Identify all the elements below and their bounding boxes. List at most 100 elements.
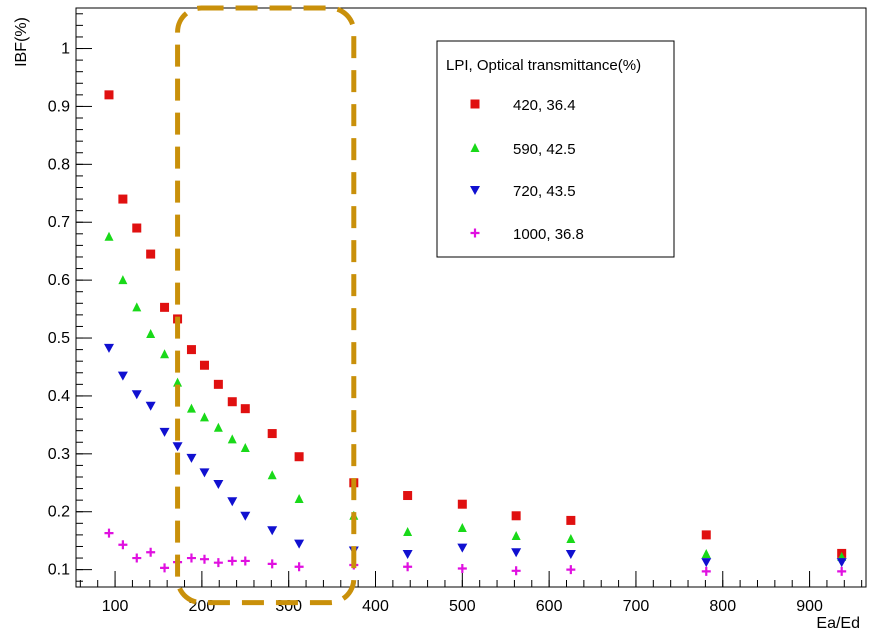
y-tick-label: 0.7 [48, 214, 70, 231]
data-point [267, 559, 277, 569]
x-tick-label: 700 [623, 598, 650, 615]
legend-title: LPI, Optical transmittance(%) [446, 57, 641, 74]
data-point [240, 556, 250, 566]
legend-label: 420, 36.4 [513, 97, 576, 114]
data-point [199, 468, 210, 478]
data-point [117, 371, 128, 381]
data-point [132, 553, 142, 563]
data-point [199, 412, 209, 422]
x-tick-label: 500 [449, 598, 476, 615]
data-point [199, 360, 209, 370]
data-point [213, 379, 223, 389]
legend-marker [470, 143, 480, 152]
data-point [172, 442, 183, 452]
data-point [294, 539, 305, 549]
y-tick-label: 0.6 [48, 272, 70, 289]
data-point [186, 453, 197, 463]
data-point [146, 249, 156, 259]
legend-label: 720, 43.5 [513, 183, 576, 200]
data-point [240, 511, 251, 521]
data-point [566, 565, 576, 575]
data-point [186, 553, 196, 563]
x-tick-label: 800 [709, 598, 736, 615]
data-point [511, 566, 521, 576]
y-tick-label: 0.5 [48, 330, 70, 347]
legend-label: 1000, 36.8 [513, 226, 584, 243]
x-axis: 100 200 300 400 500 600 700 800 900 [79, 571, 863, 615]
data-point [132, 223, 142, 233]
data-point [566, 515, 576, 525]
data-point [146, 547, 156, 557]
y-tick-label: 0.1 [48, 562, 70, 579]
y-tick-label: 0.4 [48, 388, 70, 405]
y-tick-label: 0.2 [48, 504, 70, 521]
legend: LPI, Optical transmittance(%) 420, 36.4 5… [436, 40, 675, 258]
data-point [186, 345, 196, 355]
data-point [213, 479, 224, 489]
series-2 [104, 231, 847, 561]
data-point [566, 533, 576, 543]
y-axis-label: IBF(%) [13, 17, 30, 67]
legend-marker [470, 186, 480, 195]
data-point [145, 401, 156, 411]
data-point [160, 563, 170, 573]
series-3 [103, 343, 847, 568]
data-point [403, 562, 413, 572]
data-point [227, 556, 237, 566]
x-tick-label: 600 [536, 598, 563, 615]
data-point [701, 566, 711, 576]
data-point [227, 434, 237, 444]
data-point [294, 493, 304, 503]
data-point [131, 390, 142, 400]
data-point [199, 554, 209, 564]
data-point [103, 343, 114, 353]
data-point [267, 470, 277, 480]
data-point [159, 427, 170, 437]
data-point [511, 511, 521, 521]
data-point [511, 548, 522, 558]
legend-items: 420, 36.4 590, 42.5 720, 43.5 1000, 36.8 [470, 97, 584, 243]
data-point [160, 302, 170, 312]
legend-marker [470, 99, 480, 109]
data-point [403, 491, 413, 501]
legend-marker [470, 228, 480, 238]
data-point [186, 403, 196, 413]
y-tick-label: 1 [61, 41, 70, 58]
data-point [402, 549, 413, 559]
data-point [160, 349, 170, 359]
data-point [213, 422, 223, 432]
data-point [701, 530, 711, 540]
data-point [457, 543, 468, 553]
y-tick-label: 0.3 [48, 446, 70, 463]
data-point [701, 558, 712, 568]
data-point [294, 452, 304, 462]
x-tick-label: 900 [796, 598, 823, 615]
data-point [104, 231, 114, 241]
data-point [227, 497, 238, 507]
y-axis: 0.1 0.2 0.3 0.4 0.5 0.6 0.7 0.8 0.9 1 [48, 13, 92, 582]
y-tick-label: 0.9 [48, 98, 70, 115]
data-point [118, 540, 128, 550]
data-point [457, 563, 467, 573]
data-point [511, 531, 521, 541]
highlight-layer [175, 5, 357, 606]
data-point [104, 528, 114, 538]
data-point [146, 328, 156, 338]
data-point [457, 499, 467, 509]
data-point [240, 443, 250, 453]
highlight-dashed-box [175, 5, 357, 606]
data-point [837, 566, 847, 576]
plot-frame [75, 7, 867, 588]
data-point [104, 90, 114, 100]
data-point [118, 275, 128, 285]
data-point [403, 526, 413, 536]
data-point [457, 522, 467, 532]
y-tick-label: 0.8 [48, 156, 70, 173]
data-point [118, 194, 128, 204]
data-point [132, 302, 142, 312]
data-point [227, 397, 237, 407]
data-point [267, 429, 277, 439]
x-axis-label: Ea/Ed [816, 615, 860, 632]
data-point [565, 549, 576, 559]
